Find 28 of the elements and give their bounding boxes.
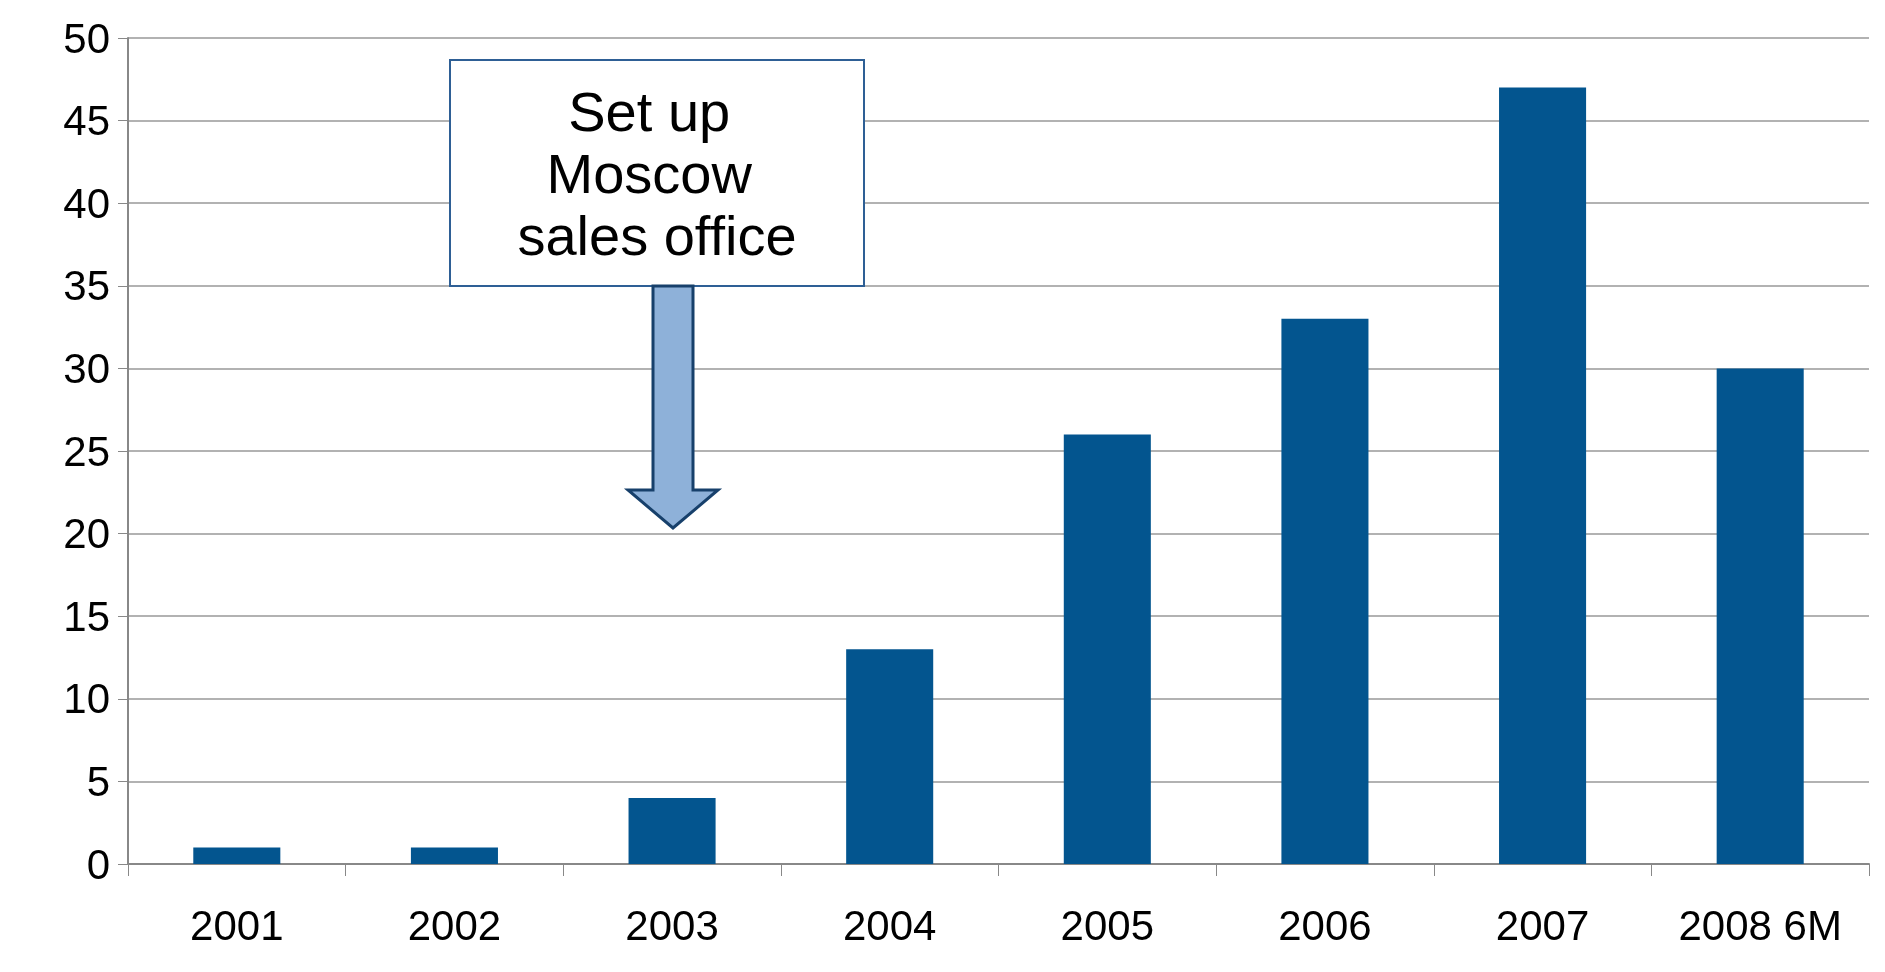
bar <box>1063 434 1151 864</box>
x-tick-label: 2002 <box>407 901 502 949</box>
y-tick-label: 30 <box>63 344 110 392</box>
y-tick-label: 50 <box>63 14 110 62</box>
y-tick-label: 0 <box>86 840 110 888</box>
y-tick-label: 15 <box>63 592 110 640</box>
x-tick-label: 2004 <box>842 901 937 949</box>
annotation: Set up Moscow sales office <box>517 79 797 267</box>
y-tick-label: 35 <box>63 262 110 310</box>
x-tick-label: 2006 <box>1278 901 1372 949</box>
bar <box>193 847 281 864</box>
bar <box>628 797 716 864</box>
bar <box>410 847 498 864</box>
y-tick-label: 25 <box>63 427 110 475</box>
y-tick-label: 5 <box>86 757 110 805</box>
bar <box>1499 87 1587 864</box>
bar <box>846 649 934 864</box>
y-tick-label: 20 <box>63 510 110 558</box>
bar <box>1716 368 1804 864</box>
x-tick-label: 2007 <box>1495 901 1590 949</box>
x-tick-label: 2005 <box>1060 901 1155 949</box>
x-tick-label: 2001 <box>190 901 284 949</box>
y-tick-label: 10 <box>63 675 110 723</box>
x-tick-label: 2008 6M <box>1678 901 1842 949</box>
y-tick-label: 45 <box>63 97 110 145</box>
x-tick-label: 2003 <box>625 901 719 949</box>
y-tick-label: 40 <box>63 179 110 227</box>
bar <box>1281 318 1369 864</box>
